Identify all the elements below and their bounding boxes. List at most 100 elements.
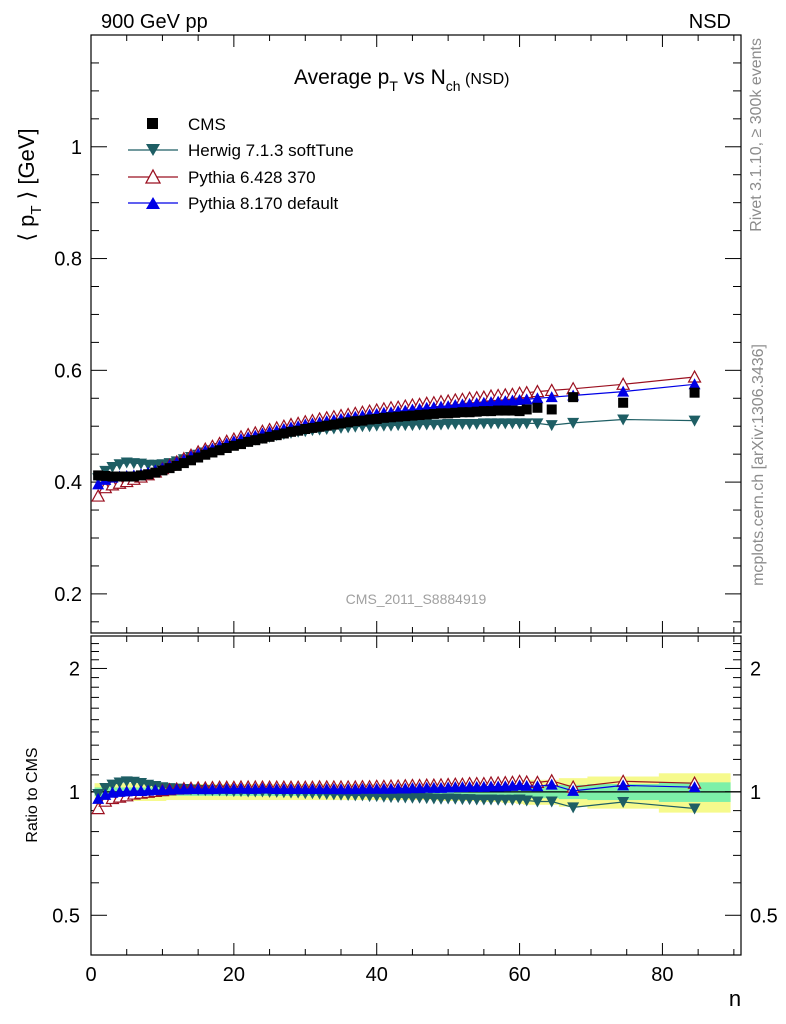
plot-layer: 0 20 40 60 80 0.2 0.4 0.6 0.8 1 0.5 0.5 1 1 2 2 <box>52 34 778 986</box>
series-line-pythia6 <box>97 376 695 497</box>
ratio-plot-frame <box>90 635 742 956</box>
data-point-cms <box>400 411 411 422</box>
data-point-cms <box>293 425 304 436</box>
ratio-point-pythia8 <box>513 779 526 791</box>
data-point-cms <box>336 418 346 429</box>
data-point-cms <box>314 421 325 432</box>
legend-label-herwig: Herwig 7.1.3 softTune <box>188 141 354 160</box>
data-point-cms <box>428 408 439 419</box>
data-point-cms <box>471 406 482 417</box>
legend-marker-cms <box>147 118 158 129</box>
y-axis-label-sub: T <box>28 205 45 214</box>
chart-title-sub2: ch <box>446 78 461 94</box>
data-point-herwig <box>106 462 119 474</box>
data-point-cms <box>357 415 368 426</box>
data-point-cms <box>414 410 425 421</box>
data-point-cms <box>393 411 404 422</box>
y-axis-label-pre: ⟨ p <box>14 215 39 242</box>
ratio-point-pythia8 <box>567 784 580 796</box>
data-point-cms <box>257 433 268 444</box>
data-point-cms <box>164 463 175 474</box>
x-axis-label: n <box>729 986 741 1011</box>
ratio-point-herwig <box>688 803 701 815</box>
data-point-cms <box>364 414 375 425</box>
ratio-point-herwig <box>617 797 630 809</box>
data-point-cms <box>157 465 168 476</box>
x-tick-label: 80 <box>651 964 673 986</box>
data-point-pythia6 <box>91 488 106 502</box>
ratio-tick-label-right: 0.5 <box>750 905 778 927</box>
data-point-cms <box>500 405 511 416</box>
data-point-cms <box>546 404 557 415</box>
ratio-tick-label-right: 2 <box>750 658 761 680</box>
data-point-pythia8 <box>520 393 533 405</box>
data-point-herwig <box>531 418 544 430</box>
data-point-cms <box>193 452 204 463</box>
data-point-cms <box>136 470 146 481</box>
legend-label-pythia8: Pythia 8.170 default <box>188 194 339 213</box>
mcplots-reference-label: mcplots.cern.ch [arXiv:1306.3436] <box>750 344 767 586</box>
ratio-point-pythia6 <box>91 801 106 815</box>
ratio-point-pythia8 <box>92 792 105 804</box>
data-point-cms <box>443 408 454 419</box>
data-point-cms <box>421 409 432 420</box>
data-point-cms <box>286 426 296 437</box>
data-point-cms <box>278 428 289 439</box>
data-point-pythia8 <box>617 385 630 397</box>
data-point-cms <box>114 471 125 482</box>
data-point-cms <box>228 440 239 451</box>
analysis-label: CMS_2011_S8884919 <box>346 591 487 607</box>
data-point-herwig <box>567 417 580 429</box>
rivet-version-label: Rivet 3.1.10, ≥ 300k events <box>748 38 765 232</box>
ratio-point-herwig <box>113 777 126 789</box>
data-point-cms <box>386 412 396 423</box>
chart-title-main: Average p <box>294 66 389 89</box>
legend: CMS Herwig 7.1.3 softTune Pythia 6.428 3… <box>128 115 354 213</box>
data-point-herwig <box>545 420 558 432</box>
y-tick-label: 1 <box>71 137 82 159</box>
data-point-cms <box>93 470 104 481</box>
ratio-tick-label-left: 2 <box>69 658 80 680</box>
header-left-label: 900 GeV pp <box>101 11 208 33</box>
data-point-cms <box>436 408 446 419</box>
data-point-pythia8 <box>531 392 544 404</box>
data-point-cms <box>207 447 218 458</box>
data-point-cms <box>450 407 461 418</box>
x-tick-label: 20 <box>223 964 245 986</box>
data-point-cms <box>178 458 189 469</box>
data-point-cms <box>250 435 261 446</box>
y-tick-label: 0.6 <box>54 360 82 382</box>
ratio-tick-label-left: 1 <box>69 782 80 804</box>
data-point-cms <box>307 422 318 433</box>
data-point-herwig <box>520 418 533 430</box>
ratio-tick-label-left: 0.5 <box>52 905 80 927</box>
legend-label-pythia6: Pythia 6.428 370 <box>188 168 316 187</box>
x-tick-label: 40 <box>366 964 388 986</box>
chart-title-mid: vs N <box>398 66 446 89</box>
data-point-cms <box>568 392 579 403</box>
x-tick-label: 60 <box>508 964 530 986</box>
data-point-cms <box>214 445 225 456</box>
chart-title-sub1: T <box>389 78 398 94</box>
ratio-point-herwig <box>106 779 119 791</box>
chart-title-tail: (NSD) <box>461 71 510 88</box>
data-point-cms <box>457 407 468 418</box>
ratio-point-pythia8 <box>520 779 533 791</box>
data-point-cms <box>143 469 154 480</box>
data-point-cms <box>121 471 132 482</box>
series-line-pythia8 <box>97 383 695 485</box>
ratio-point-pythia8 <box>688 781 701 793</box>
ratio-point-herwig <box>567 802 580 814</box>
legend-marker-herwig <box>146 144 160 156</box>
data-point-pythia8 <box>688 378 701 390</box>
data-point-cms <box>532 402 543 413</box>
main-plot-frame <box>90 34 742 634</box>
data-point-cms <box>221 443 232 454</box>
data-point-cms <box>521 404 532 415</box>
ratio-point-herwig <box>531 796 544 808</box>
data-point-cms <box>264 431 275 442</box>
data-point-cms <box>371 413 382 424</box>
data-point-cms <box>378 412 389 423</box>
data-point-cms <box>200 449 211 460</box>
